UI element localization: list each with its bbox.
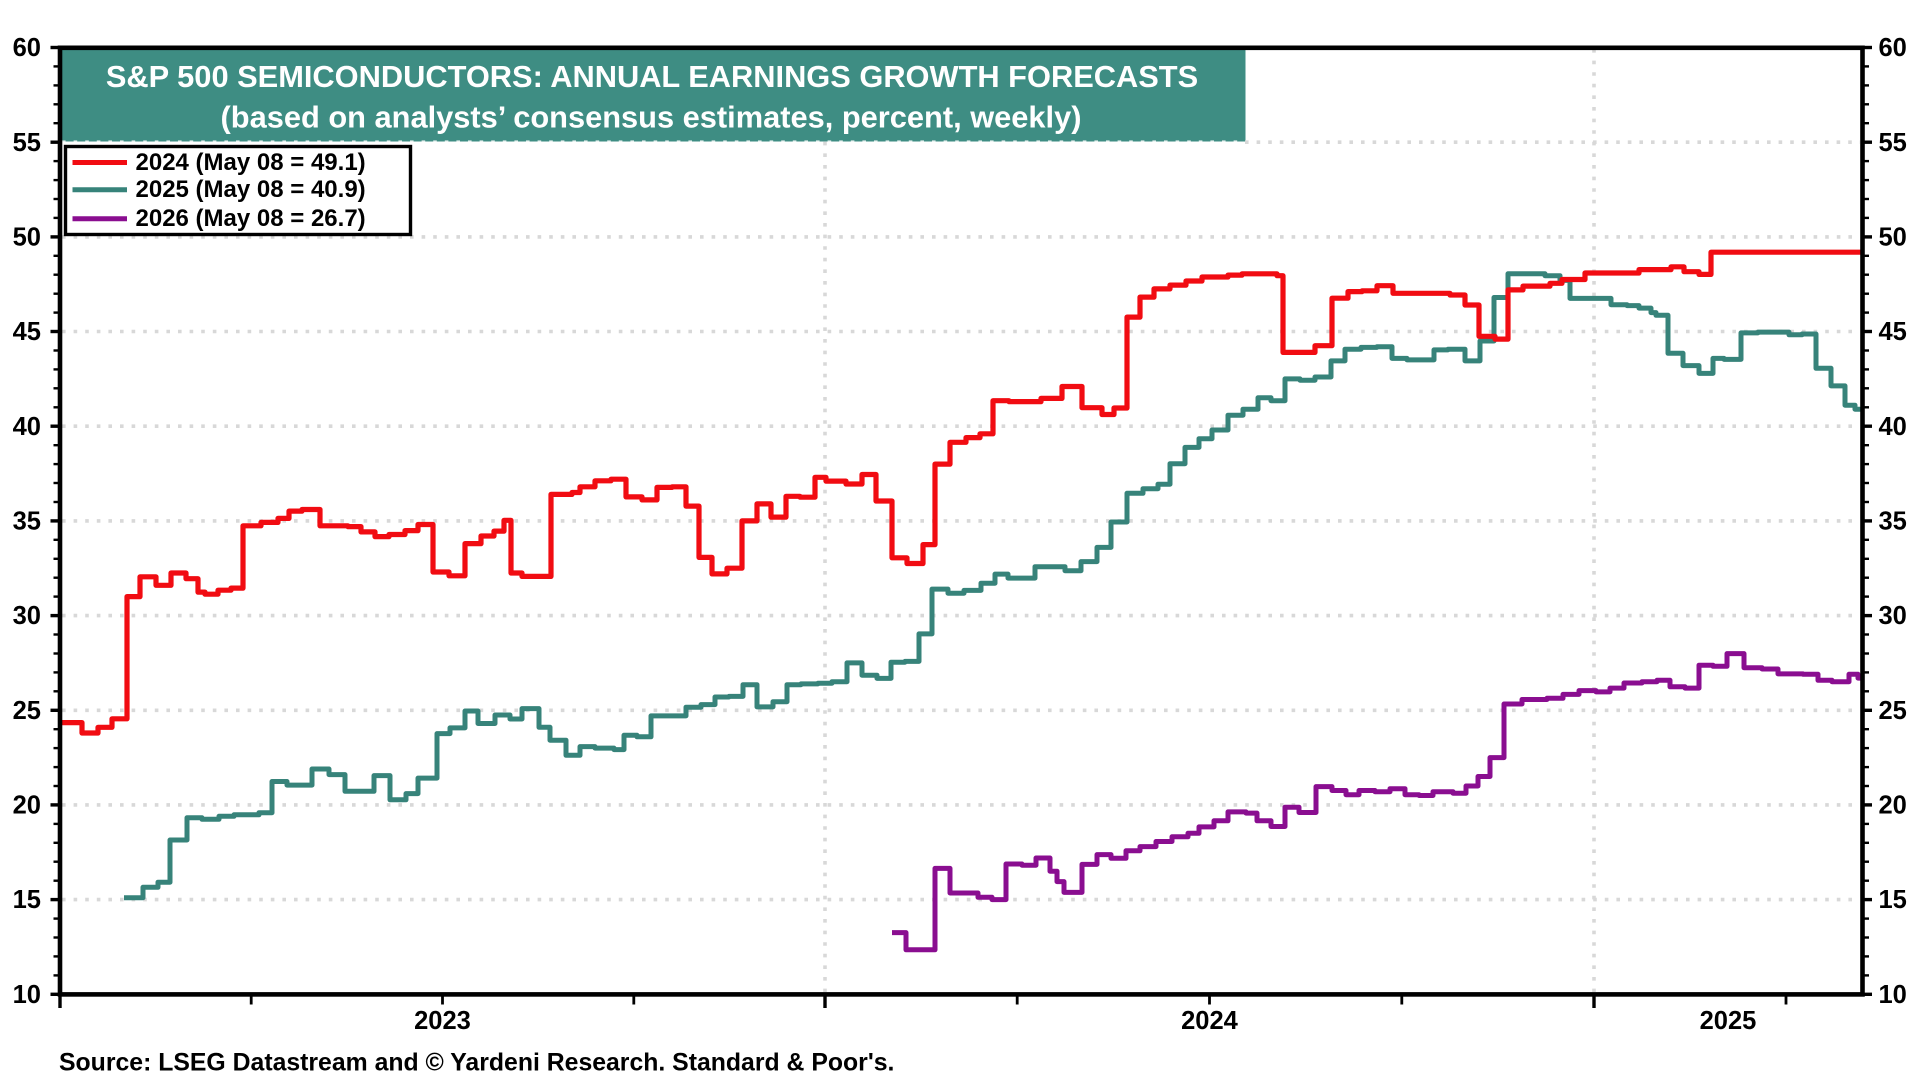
svg-text:25: 25 bbox=[13, 697, 41, 725]
svg-text:20: 20 bbox=[1879, 792, 1907, 820]
svg-text:55: 55 bbox=[1879, 129, 1907, 157]
svg-text:S&P 500 SEMICONDUCTORS: ANNUAL: S&P 500 SEMICONDUCTORS: ANNUAL EARNINGS … bbox=[106, 59, 1198, 94]
svg-text:2023: 2023 bbox=[414, 1007, 471, 1035]
svg-text:50: 50 bbox=[13, 224, 41, 252]
svg-text:2025: 2025 bbox=[1700, 1007, 1757, 1035]
svg-text:50: 50 bbox=[1879, 224, 1907, 252]
svg-text:40: 40 bbox=[13, 413, 41, 441]
svg-text:35: 35 bbox=[13, 508, 41, 536]
svg-text:2024: 2024 bbox=[1181, 1007, 1239, 1035]
svg-text:30: 30 bbox=[13, 602, 41, 630]
svg-text:35: 35 bbox=[1879, 508, 1907, 536]
svg-text:40: 40 bbox=[1879, 413, 1907, 441]
svg-text:(based on analysts’ consensus: (based on analysts’ consensus estimates,… bbox=[221, 99, 1082, 134]
svg-text:30: 30 bbox=[1879, 602, 1907, 630]
svg-text:15: 15 bbox=[13, 886, 41, 914]
svg-text:2026 (May 08 = 26.7): 2026 (May 08 = 26.7) bbox=[136, 205, 366, 232]
svg-text:2024 (May 08 = 49.1): 2024 (May 08 = 49.1) bbox=[136, 149, 366, 176]
svg-text:10: 10 bbox=[13, 981, 41, 1009]
svg-text:10: 10 bbox=[1879, 981, 1907, 1009]
svg-text:2025 (May 08 = 40.9): 2025 (May 08 = 40.9) bbox=[136, 176, 366, 203]
svg-text:45: 45 bbox=[13, 318, 41, 346]
svg-text:25: 25 bbox=[1879, 697, 1907, 725]
svg-text:20: 20 bbox=[13, 792, 41, 820]
svg-text:45: 45 bbox=[1879, 318, 1907, 346]
svg-text:55: 55 bbox=[13, 129, 41, 157]
svg-text:60: 60 bbox=[13, 34, 41, 62]
svg-text:60: 60 bbox=[1879, 34, 1907, 62]
svg-text:Source: LSEG Datastream and ©: Source: LSEG Datastream and © Yardeni Re… bbox=[59, 1050, 894, 1077]
svg-text:15: 15 bbox=[1879, 886, 1907, 914]
